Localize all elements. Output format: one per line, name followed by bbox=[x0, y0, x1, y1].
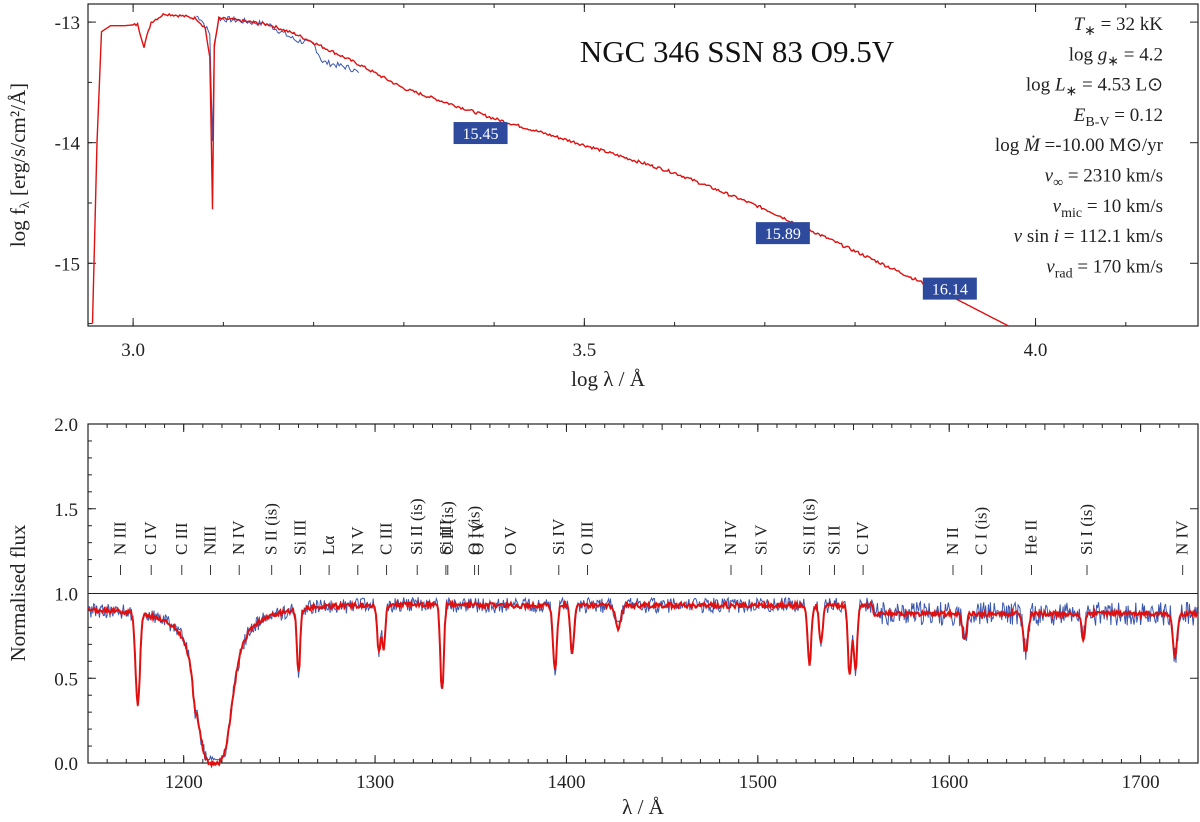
parameter-row: v∞ = 2310 km/s bbox=[1045, 166, 1163, 191]
photometry-box bbox=[755, 222, 810, 245]
uv-series-model bbox=[87, 598, 1199, 769]
uv-x-tick-label: 1300 bbox=[356, 772, 394, 793]
line-id-label: N IV bbox=[1173, 520, 1192, 555]
parameter-row: v sin i = 112.1 km/s bbox=[1014, 226, 1163, 247]
parameter-row: vmic = 10 km/s bbox=[1053, 196, 1163, 221]
stellar-parameters: T∗ = 32 kK log g∗ = 4.2 log L∗ = 4.53 L⊙ EB… bbox=[995, 14, 1164, 281]
parameter-row: log g∗ = 4.2 bbox=[1069, 44, 1163, 69]
line-id-label: N V bbox=[348, 526, 367, 555]
line-id-label: Si II bbox=[824, 525, 843, 555]
sed-y-tick-label: -14 bbox=[55, 134, 81, 155]
line-id-label: Si II (is) bbox=[800, 498, 819, 555]
uv-x-tick-label: 1500 bbox=[739, 772, 777, 793]
sed-x-axis-label: log λ / Å bbox=[571, 367, 646, 391]
line-id-label: Si V bbox=[752, 524, 771, 555]
uv-y-axis-label: Normalised flux bbox=[6, 524, 30, 662]
uv-x-tick-label: 1200 bbox=[165, 772, 203, 793]
uv-y-tick-label: 0.5 bbox=[54, 669, 78, 690]
line-id-label: N II bbox=[943, 527, 962, 555]
uv-y-tick-label: 0.0 bbox=[54, 754, 78, 775]
sed-y-tick-label: -15 bbox=[55, 254, 80, 275]
line-id-label: Si III bbox=[436, 519, 455, 555]
parameter-row: EB-V = 0.12 bbox=[1073, 105, 1163, 130]
uv-x-tick-label: 1400 bbox=[547, 772, 585, 793]
uv-x-tick-label: 1600 bbox=[930, 772, 968, 793]
photometry-label: 15.89 bbox=[765, 226, 801, 243]
uv-series-observed bbox=[87, 596, 1199, 762]
sed-plot-frame bbox=[87, 3, 1199, 327]
line-id-label: S II (is) bbox=[262, 503, 281, 555]
line-identifications: N III C IV C III NIII N IV S II (is) Si III Lα N… bbox=[111, 498, 1192, 575]
parameter-row: vrad = 170 km/s bbox=[1046, 256, 1163, 281]
parameter-row: log L∗ = 4.53 L⊙ bbox=[1026, 75, 1163, 100]
sed-x-tick-label: 3.5 bbox=[572, 340, 596, 361]
line-id-label: C III bbox=[172, 522, 191, 555]
uv-x-tick-label: 1700 bbox=[1122, 772, 1160, 793]
photometry-label: 16.14 bbox=[932, 282, 968, 299]
line-id-label: C I (is) bbox=[972, 507, 991, 555]
line-id-label: Si IV bbox=[549, 518, 568, 555]
uv-spectrum-panel: 1200 1300 1400 1500 1600 1700 0.0 0.5 1.0 1.5 2.0… bbox=[6, 415, 1199, 819]
line-id-label: N IV bbox=[721, 520, 740, 555]
line-id-label: O I (is) bbox=[465, 506, 484, 555]
line-id-label: N III bbox=[111, 521, 130, 555]
sed-x-tick-label: 3.0 bbox=[121, 340, 145, 361]
line-id-label: Si II (is) bbox=[407, 498, 426, 555]
uv-y-tick-label: 1.0 bbox=[54, 585, 78, 606]
line-id-label: C IV bbox=[853, 521, 872, 555]
line-id-label: O IV bbox=[468, 520, 487, 555]
parameter-row: log Ṁ =-10.00 M⊙/yr bbox=[995, 135, 1164, 156]
line-id-label: O V bbox=[501, 526, 520, 555]
line-id-label: O III bbox=[578, 521, 597, 555]
parameter-row: T∗ = 32 kK bbox=[1074, 14, 1164, 39]
uv-y-tick-label: 2.0 bbox=[54, 415, 78, 436]
line-id-label: C II (is) bbox=[438, 501, 457, 555]
line-id-label: He II bbox=[1022, 519, 1041, 555]
line-id-label: Si I (is) bbox=[1077, 504, 1096, 555]
uv-y-tick-label: 1.5 bbox=[54, 500, 78, 521]
sed-series-observed bbox=[196, 15, 360, 142]
line-id-label: C III bbox=[377, 522, 396, 555]
sed-series-model bbox=[91, 12, 1009, 327]
uv-x-axis-label: λ / Å bbox=[622, 795, 665, 819]
line-id-label: NIII bbox=[200, 525, 219, 555]
sed-y-axis-label: log fλ [erg/s/cm²/Å] bbox=[6, 83, 33, 247]
line-id-label: Lα bbox=[319, 536, 338, 555]
photometry-label: 15.45 bbox=[463, 126, 499, 143]
chart-title: NGC 346 SSN 83 O9.5V bbox=[580, 34, 895, 69]
sed-panel: 3.0 3.5 4.0 -13 -14 -15 15.45 15.89 16.14 NGC … bbox=[6, 3, 1199, 391]
photometry-box bbox=[922, 277, 977, 300]
line-id-label: N IV bbox=[229, 520, 248, 555]
line-id-label: C IV bbox=[141, 521, 160, 555]
sed-x-tick-label: 4.0 bbox=[1024, 340, 1048, 361]
photometry-box bbox=[453, 122, 508, 145]
line-id-label: Si III bbox=[290, 519, 309, 555]
sed-y-tick-label: -13 bbox=[55, 13, 80, 34]
